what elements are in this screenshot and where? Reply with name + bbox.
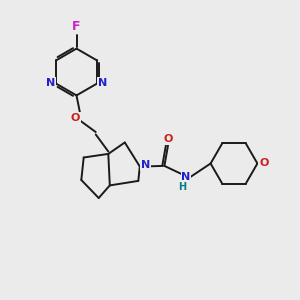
Text: F: F <box>72 20 81 33</box>
Text: O: O <box>71 112 80 123</box>
Text: N: N <box>141 160 150 170</box>
Text: N: N <box>182 172 190 182</box>
Text: N: N <box>46 78 56 88</box>
Text: O: O <box>259 158 269 169</box>
Text: O: O <box>164 134 173 144</box>
Text: H: H <box>178 182 187 192</box>
Text: N: N <box>98 78 107 88</box>
